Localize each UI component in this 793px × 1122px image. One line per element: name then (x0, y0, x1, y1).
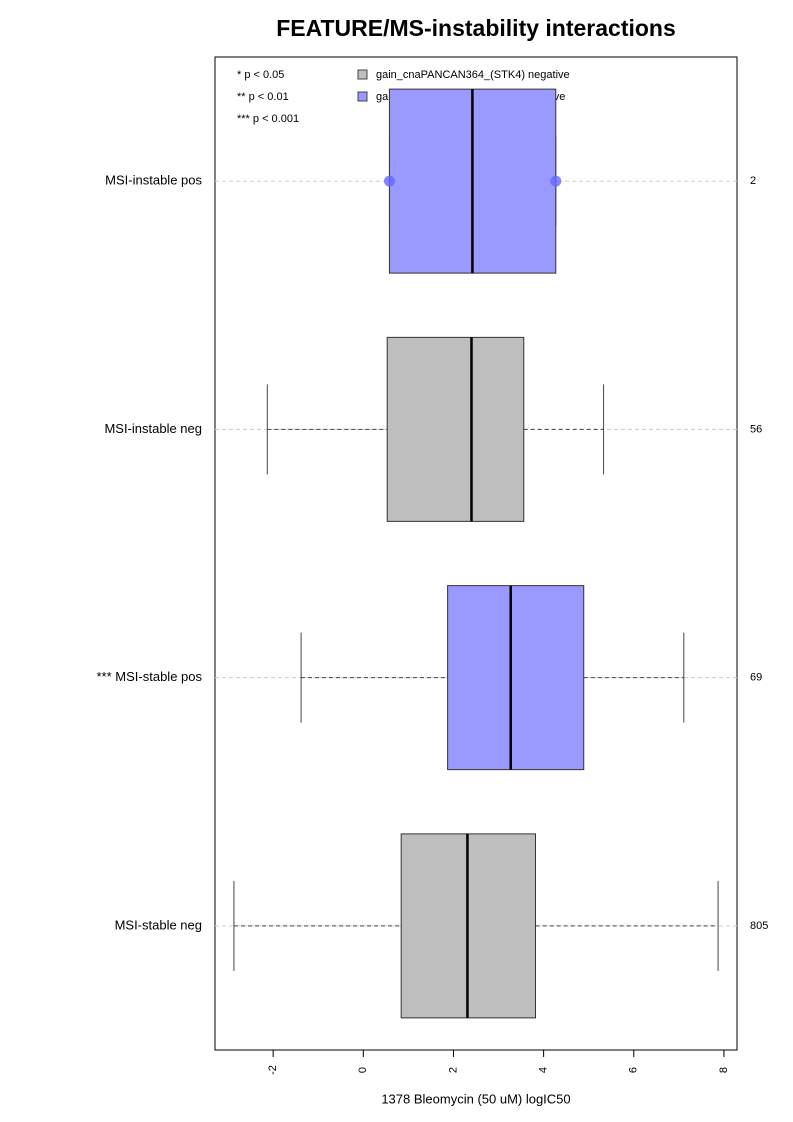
note: * p < 0.05 (237, 69, 284, 81)
group-label: MSI-instable pos (105, 173, 202, 188)
x-tick-label: 8 (718, 1067, 730, 1073)
box (386, 336, 525, 522)
note: *** p < 0.001 (237, 113, 299, 125)
data-point (550, 175, 562, 187)
x-tick-label: 0 (357, 1067, 369, 1073)
x-tick-label: 6 (628, 1067, 640, 1073)
group-label: MSI-stable neg (115, 917, 202, 932)
box (447, 585, 585, 771)
x-tick-label: -2 (267, 1065, 279, 1075)
legend-swatch (357, 69, 368, 80)
group-label: *** MSI-stable pos (97, 669, 203, 684)
legend-label: gain_cnaPANCAN364_(STK4) negative (376, 69, 570, 81)
x-axis-label: 1378 Bleomycin (50 uM) logIC50 (381, 1091, 570, 1106)
note: ** p < 0.01 (237, 91, 289, 103)
group-count: 805 (750, 920, 768, 932)
group-count: 56 (750, 423, 762, 435)
chart-title: FEATURE/MS-instability interactions (276, 15, 676, 41)
group-count: 69 (750, 672, 762, 684)
group-label: MSI-instable neg (104, 421, 202, 436)
x-tick-label: 2 (447, 1067, 459, 1073)
legend-swatch (357, 91, 368, 102)
group-count: 2 (750, 175, 756, 187)
x-tick-label: 4 (538, 1067, 550, 1073)
data-point (383, 175, 395, 187)
